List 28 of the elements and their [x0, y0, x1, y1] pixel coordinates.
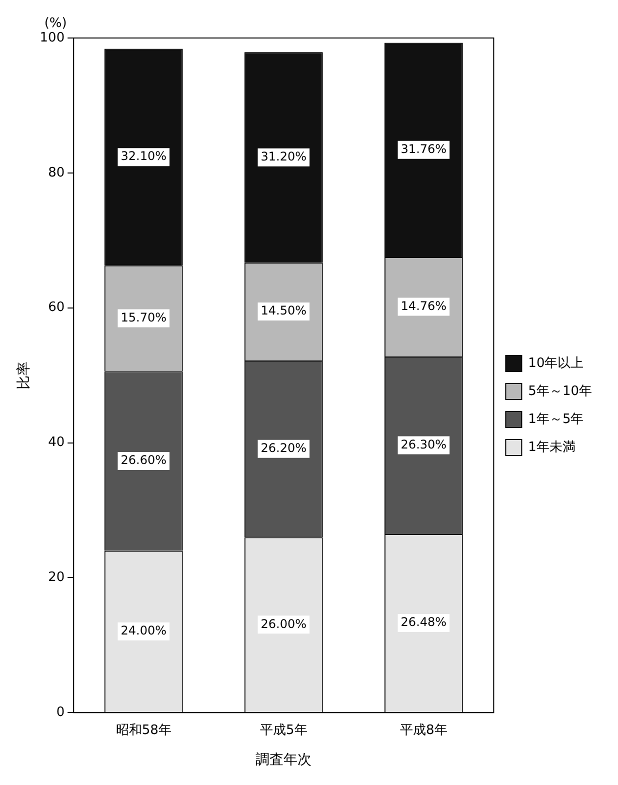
- data-label: 14.76%: [400, 298, 447, 313]
- data-label: 24.00%: [120, 624, 167, 638]
- y-tick-label: 0: [56, 704, 65, 720]
- data-label: 31.20%: [260, 150, 307, 164]
- data-label: 26.48%: [400, 615, 447, 630]
- y-tick-label: 80: [48, 165, 65, 180]
- legend-label: 5年～10年: [528, 384, 592, 399]
- y-tick-label: 20: [48, 570, 65, 586]
- x-tick-label: 平成8年: [400, 722, 448, 738]
- data-label: 26.60%: [120, 453, 167, 468]
- legend-label: 1年～5年: [528, 412, 584, 427]
- text: (%): [44, 16, 67, 31]
- y-axis-title: 比率: [16, 361, 32, 390]
- data-label: 26.30%: [400, 437, 447, 452]
- data-label: 14.50%: [260, 304, 307, 318]
- data-label: 26.00%: [260, 616, 307, 631]
- data-label: 32.10%: [120, 149, 167, 164]
- y-tick-label: 100: [40, 30, 65, 46]
- y-tick-label: 40: [48, 435, 65, 450]
- data-label: 15.70%: [120, 310, 167, 324]
- x-tick-label: 昭和58年: [116, 722, 172, 738]
- data-label: 31.76%: [400, 142, 447, 156]
- y-tick-label: 60: [48, 300, 65, 316]
- x-axis-title: 調査年次: [256, 752, 312, 768]
- legend-label: 1年未満: [528, 440, 576, 455]
- data-label: 26.20%: [260, 440, 307, 455]
- x-tick-label: 平成5年: [260, 722, 308, 738]
- legend-label: 10年以上: [528, 356, 584, 371]
